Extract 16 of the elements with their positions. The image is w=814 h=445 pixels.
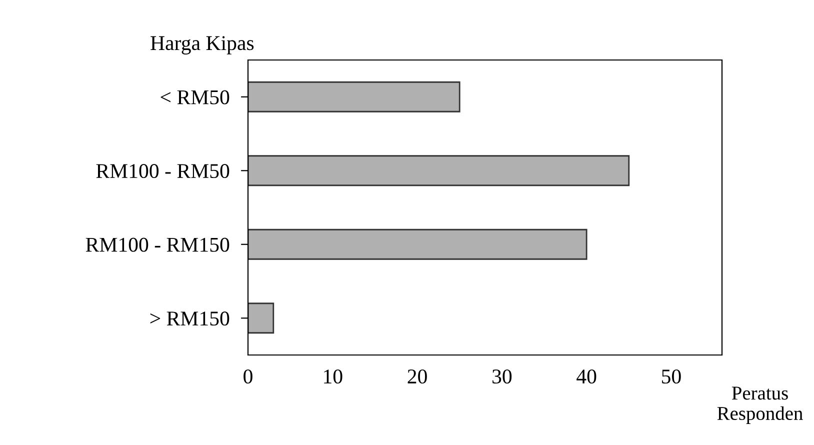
x-tick-label: 10 [324, 369, 342, 384]
x-tick-label: 30 [492, 369, 512, 384]
bar [248, 302, 274, 334]
x-axis-title: Peratus Responden [717, 386, 803, 424]
bar [248, 155, 630, 186]
x-tick-label: 0 [244, 369, 252, 384]
x-tick-label: 50 [662, 369, 681, 384]
bar [248, 228, 588, 260]
y-tick-label: > RM150 [150, 312, 230, 326]
x-tick-label: 20 [408, 369, 427, 384]
y-tick-label: RM100 - RM50 [96, 164, 230, 178]
y-tick-label: RM100 - RM150 [86, 238, 230, 252]
x-tick-label: 40 [576, 369, 596, 384]
y-tick-label: < RM50 [160, 90, 230, 104]
y-axis-title: Harga Kipas [150, 36, 254, 54]
bar [248, 81, 460, 112]
